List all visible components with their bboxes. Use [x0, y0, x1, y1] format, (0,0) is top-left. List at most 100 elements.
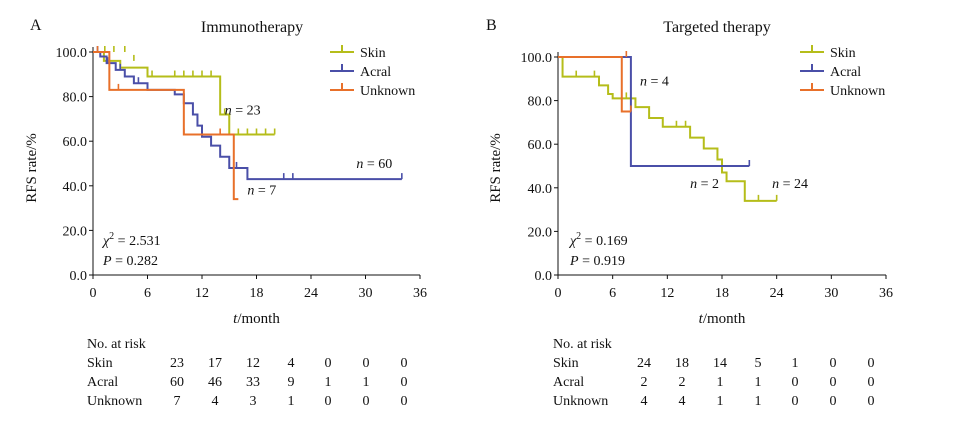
x-tick-label: 30: [359, 286, 373, 301]
risk-value: 1: [754, 375, 762, 390]
series-line-skin: [93, 51, 275, 136]
stat-text: χ2 = 2.531: [101, 231, 161, 249]
y-tick-label: 0.0: [535, 269, 553, 284]
y-tick-label: 0.0: [70, 269, 88, 284]
risk-value: 0: [400, 394, 408, 409]
y-tick-label: 80.0: [528, 95, 553, 110]
y-tick-label: 100.0: [56, 46, 88, 61]
risk-value: 0: [362, 394, 370, 409]
risk-value: 4: [287, 356, 295, 371]
y-tick-label: 80.0: [63, 91, 88, 106]
stat-text: P = 0.919: [569, 254, 625, 269]
y-tick-label: 40.0: [528, 182, 553, 197]
y-tick-label: 60.0: [528, 138, 553, 153]
risk-value: 1: [716, 394, 724, 409]
risk-value: 46: [208, 375, 222, 390]
x-tick-label: 36: [413, 286, 427, 301]
risk-value: 0: [867, 394, 875, 409]
series-line-unknown: [558, 56, 631, 113]
series-line-unknown: [93, 51, 239, 201]
panel-label: A: [30, 17, 42, 34]
risk-value: 1: [362, 375, 370, 390]
risk-value: 24: [637, 356, 651, 371]
x-axis-label: t/month: [699, 311, 746, 327]
panel-a: A Immunotherapy 0.0 20.0 40.0 60.0 80.0 100.0 0 6…: [24, 17, 427, 327]
x-tick-label: 36: [879, 286, 893, 301]
risk-row-label: Skin: [87, 356, 113, 371]
n-annotation-unknown: n = 7: [247, 184, 276, 199]
panel-b: B Targeted therapy 0.0 20.0 40.0 60.0 80.0 100.…: [486, 17, 893, 327]
chart-title: Immunotherapy: [201, 19, 303, 36]
risk-value: 3: [249, 394, 257, 409]
y-tick-label: 40.0: [63, 180, 88, 195]
risk-value: 0: [829, 394, 837, 409]
risk-value: 14: [713, 356, 727, 371]
risk-row-label: Acral: [87, 375, 119, 390]
risk-value: 4: [640, 394, 648, 409]
risk-value: 9: [287, 375, 295, 390]
legend-label-skin: Skin: [360, 46, 386, 61]
risk-value: 0: [829, 375, 837, 390]
risk-value: 2: [678, 375, 686, 390]
x-axis-label: t/month: [233, 311, 280, 327]
risk-value: 2: [640, 375, 648, 390]
x-tick-label: 30: [824, 286, 838, 301]
risk-value: 0: [791, 394, 799, 409]
y-tick-label: 20.0: [528, 225, 553, 240]
n-annotation-skin: n = 23: [225, 103, 261, 118]
risk-value: 4: [211, 394, 219, 409]
legend-label-skin: Skin: [830, 46, 856, 61]
x-tick-label: 18: [250, 286, 264, 301]
risk-value: 17: [208, 356, 222, 371]
risk-table-heading: No. at risk: [553, 337, 612, 352]
risk-value: 0: [362, 356, 370, 371]
risk-value: 7: [173, 394, 181, 409]
risk-value: 23: [170, 356, 184, 371]
x-tick-label: 0: [90, 286, 97, 301]
x-tick-label: 12: [195, 286, 209, 301]
legend-label-unknown: Unknown: [360, 84, 415, 99]
legend-label-acral: Acral: [360, 65, 391, 80]
risk-value: 1: [754, 394, 762, 409]
y-axis-label: RFS rate/%: [488, 133, 504, 203]
legend-label-acral: Acral: [830, 65, 861, 80]
chart-title: Targeted therapy: [663, 19, 770, 36]
risk-value: 5: [754, 356, 762, 371]
x-tick-label: 24: [770, 286, 784, 301]
x-tick-label: 6: [144, 286, 151, 301]
risk-value: 1: [324, 375, 332, 390]
y-tick-label: 20.0: [63, 224, 88, 239]
risk-value: 1: [287, 394, 295, 409]
x-tick-label: 0: [555, 286, 562, 301]
n-annotation-acral: n = 60: [356, 157, 392, 172]
x-tick-label: 12: [660, 286, 674, 301]
n-annotation-acral: n = 2: [690, 177, 719, 192]
n-annotation-skin: n = 24: [772, 177, 808, 192]
panel-label: B: [486, 17, 497, 34]
legend-label-unknown: Unknown: [830, 84, 885, 99]
risk-table-heading: No. at risk: [87, 337, 146, 352]
risk-value: 0: [400, 375, 408, 390]
risk-row-label: Unknown: [87, 394, 143, 409]
risk-value: 60: [170, 375, 184, 390]
y-axis-label: RFS rate/%: [24, 133, 40, 203]
risk-value: 0: [324, 356, 332, 371]
risk-row-label: Skin: [553, 356, 579, 371]
risk-value: 1: [791, 356, 799, 371]
stat-text: P = 0.282: [102, 254, 158, 269]
risk-row-label: Acral: [553, 375, 585, 390]
y-tick-label: 60.0: [63, 135, 88, 150]
risk-value: 0: [867, 375, 875, 390]
risk-value: 33: [246, 375, 260, 390]
risk-value: 0: [829, 356, 837, 371]
risk-row-label: Unknown: [553, 394, 609, 409]
risk-value: 18: [675, 356, 689, 371]
y-tick-label: 100.0: [521, 51, 553, 66]
x-tick-label: 18: [715, 286, 729, 301]
risk-value: 12: [246, 356, 260, 371]
risk-value: 0: [867, 356, 875, 371]
x-tick-label: 6: [609, 286, 616, 301]
x-tick-label: 24: [304, 286, 318, 301]
risk-value: 0: [324, 394, 332, 409]
